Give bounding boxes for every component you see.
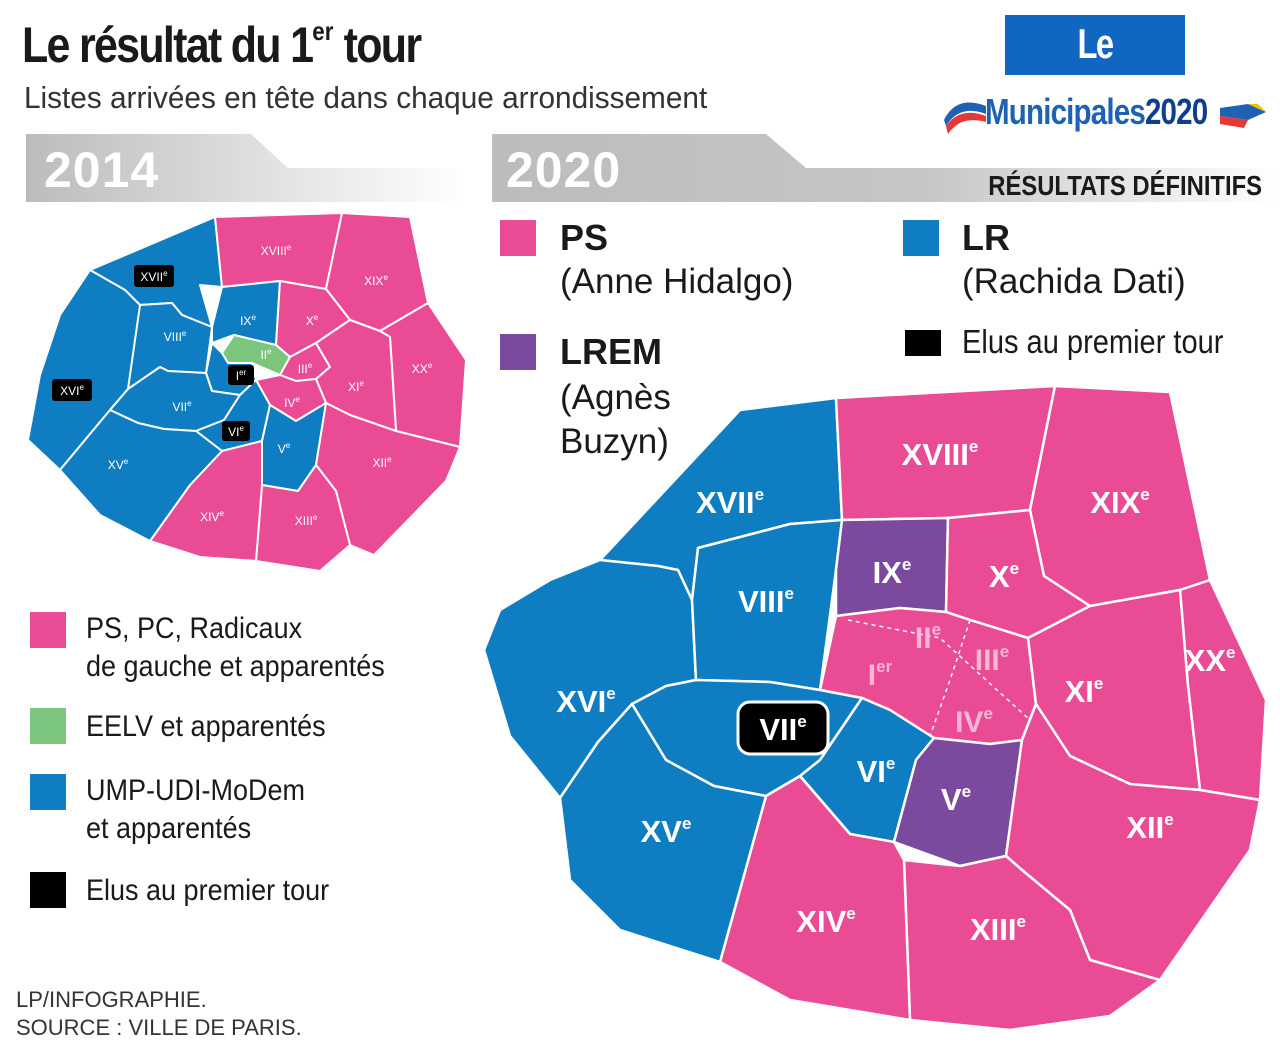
legend-2020-lr-name: LR — [962, 217, 1010, 258]
legend-2014-eelv-swatch — [30, 708, 66, 744]
year-2014-label: 2014 — [44, 142, 160, 198]
label-2014-18: XVIIIe — [261, 243, 292, 258]
year-bars — [26, 134, 1280, 202]
legend-2020-elected-label: Elus au premier tour — [962, 323, 1224, 360]
legend-2020-ps-name: PS — [560, 217, 609, 258]
legend-2014-eelv: EELV et apparentés — [30, 708, 352, 746]
legend-2014-eelv-label: EELV et apparentés — [86, 710, 326, 743]
badge-2014-1 — [228, 365, 254, 385]
legend-2014-elected: Elus au premier tour — [30, 872, 356, 910]
arr-2020-15 — [558, 702, 768, 964]
badge-2014-17 — [134, 265, 174, 287]
credit-text: LP/INFOGRAPHIE. — [16, 987, 207, 1012]
legend-2020-lr-swatch — [903, 220, 939, 256]
legend-2020-lrem-name: LREM — [560, 331, 662, 372]
legend-2020-elected-swatch — [905, 330, 941, 356]
flag-icon — [944, 102, 986, 134]
svg-text:Ier: Ier — [236, 368, 247, 383]
label-2014-2: IIe — [260, 347, 272, 362]
svg-text:XVIIe: XVIIe — [140, 269, 168, 284]
title-end: tour — [333, 17, 422, 73]
results-status: RÉSULTATS DÉFINITIFS — [988, 170, 1262, 201]
arr-2020-14 — [718, 774, 912, 1022]
badge-2014-16 — [52, 379, 92, 401]
legend-2014-elected-swatch — [30, 872, 66, 908]
legend-2014-ps: PS, PC, Radicaux de gauche et apparentés — [30, 612, 418, 686]
badge-2014-6 — [222, 421, 250, 441]
label-2014-15: XVe — [108, 457, 129, 472]
title-superscript: er — [312, 16, 334, 46]
arr-2014-13 — [255, 464, 351, 572]
year-bar-2014 — [26, 134, 466, 202]
legend-2020-lrem-swatch — [500, 334, 536, 370]
label-2020-11: XIe — [1065, 674, 1104, 709]
label-2014-8: VIIIe — [164, 329, 187, 344]
title-main: Le résultat du 1 — [22, 17, 314, 73]
arr-2014-9 — [211, 280, 281, 346]
pencil-flag-icon — [1220, 104, 1266, 128]
municipales-2020-logo: Municipales2020 — [985, 91, 1208, 132]
label-2014-13: XIIIe — [295, 513, 318, 528]
year-2020-label: 2020 — [506, 142, 622, 198]
legend-2014-ump-line2: et apparentés — [86, 812, 252, 845]
label-2020-18: XVIIIe — [902, 437, 979, 472]
label-2020-19: XIXe — [1090, 485, 1149, 520]
map-2014-labels: XVIIIe XIXe XXe IXe Xe VIIIe IIe IIIe XI… — [108, 243, 433, 528]
legend-2014-ump: UMP-UDI-MoDem et apparentés — [30, 774, 329, 848]
map-2020-elected-badges: VIIe — [736, 700, 830, 756]
legend-2020-ps-candidate: (Anne Hidalgo) — [560, 262, 794, 301]
legend-2014-ump-swatch — [30, 774, 66, 810]
le-parisien-logo: Le Parisien — [1005, 15, 1185, 125]
svg-text:XVIe: XVIe — [60, 383, 84, 398]
event-name: Municipales — [985, 91, 1146, 132]
legend-2014-ps-swatch — [30, 612, 66, 648]
label-2020-14: XIVe — [796, 904, 855, 939]
source-text: SOURCE : VILLE DE PARIS. — [16, 1015, 302, 1040]
map-2014: XVIIIe XIXe XXe IXe Xe VIIIe IIe IIIe XI… — [27, 212, 467, 572]
legend-2014-ump-line1: UMP-UDI-MoDem — [86, 774, 305, 807]
legend-2014-ps-line1: PS, PC, Radicaux — [86, 612, 303, 645]
label-2020-17: XVIIe — [696, 485, 764, 520]
label-2014-20: XXe — [412, 361, 433, 376]
label-2014-14: XIVe — [200, 509, 224, 524]
legend-2014-elected-label: Elus au premier tour — [86, 874, 330, 907]
label-2014-19: XIXe — [364, 273, 388, 288]
legend-2014-ps-line2: de gauche et apparentés — [86, 650, 385, 683]
arr-2014-14 — [149, 440, 263, 562]
label-2020-16: XVIe — [556, 684, 615, 719]
map-2020: XVIIIe XIXe XVIIe IXe Xe VIIIe XXe XVIe … — [482, 384, 1268, 1032]
arr-2014-15 — [59, 409, 223, 542]
legend-2020-lr-candidate: (Rachida Dati) — [962, 262, 1186, 301]
badge-2020-7 — [736, 700, 830, 756]
map-2014-elected-badges: XVIIe XVIe Ier VIe — [52, 265, 254, 441]
page-subtitle: Listes arrivées en tête dans chaque arro… — [24, 80, 708, 115]
year-bar-2020 — [492, 134, 1280, 202]
legend-2020-ps-swatch — [500, 220, 536, 256]
legend-2020-lrem-candidate-2: Buzyn) — [560, 422, 669, 461]
event-year: 2020 — [1144, 91, 1208, 132]
page-title: Le résultat du 1er tour — [22, 14, 422, 76]
legend-2020-lrem-candidate-1: (Agnès — [560, 378, 671, 417]
